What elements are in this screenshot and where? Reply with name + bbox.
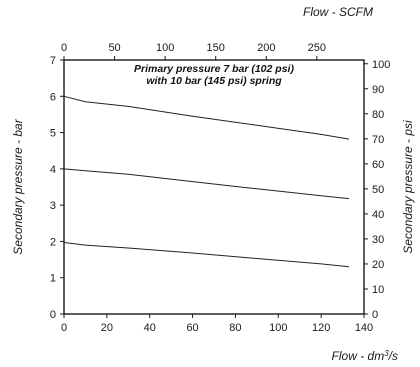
x-top-tick-label: 150: [207, 42, 225, 54]
x-bottom-tick-label: 80: [229, 322, 241, 334]
x-bottom-tick-label: 40: [144, 322, 156, 334]
series-line: [63, 95, 350, 140]
x-top-tick-label: 50: [108, 42, 120, 54]
x-axis-bottom-label-base: Flow - dm: [332, 349, 385, 363]
y-right-tick-label: 80: [372, 109, 384, 121]
y-right-tick-label: 100: [372, 59, 390, 71]
top-x-axis: 0 50 100 150 200 250: [61, 42, 326, 60]
series-layer: [63, 95, 350, 268]
y-left-tick-label: 2: [50, 236, 56, 248]
chart-annotation-line-2: with 10 bar (145 psi) spring: [146, 75, 282, 87]
y-right-tick-label: 0: [372, 309, 378, 321]
x-axis-bottom-label-end: /s: [388, 349, 398, 363]
y-left-tick-label: 6: [50, 91, 56, 103]
x-bottom-tick-label: 20: [101, 322, 113, 334]
y-axis-right-label: Secondary pressure - psi: [401, 120, 415, 254]
y-left-tick-label: 7: [50, 55, 56, 67]
x-top-tick-label: 200: [257, 42, 275, 54]
y-right-tick-label: 70: [372, 134, 384, 146]
y-axis-left-label: Secondary pressure - bar: [11, 118, 25, 254]
x-top-tick-label: 0: [61, 42, 67, 54]
x-bottom-tick-label: 140: [355, 322, 373, 334]
y-right-tick-label: 30: [372, 234, 384, 246]
y-right-tick-label: 60: [372, 159, 384, 171]
series-line: [63, 168, 350, 200]
x-bottom-tick-label: 60: [186, 322, 198, 334]
x-axis-bottom-label-superscript: 3: [384, 349, 389, 358]
y-right-tick-label: 20: [372, 259, 384, 271]
x-top-tick-label: 250: [308, 42, 326, 54]
y-left-tick-label: 4: [50, 164, 56, 176]
y-right-tick-label: 10: [372, 284, 384, 296]
x-bottom-tick-label: 120: [312, 322, 330, 334]
y-left-tick-label: 5: [50, 128, 56, 140]
x-axis-top-label: Flow - SCFM: [303, 5, 373, 19]
y-right-tick-label: 90: [372, 84, 384, 96]
bottom-x-axis: 0 20 40 60 80 100 120 140: [61, 314, 373, 334]
y-left-tick-label: 1: [50, 273, 56, 285]
plot-area-frame: [63, 59, 365, 315]
chart-annotation-line-1: Primary pressure 7 bar (102 psi): [134, 63, 294, 75]
x-bottom-tick-label: 0: [61, 322, 67, 334]
x-bottom-tick-label: 100: [269, 322, 287, 334]
y-right-tick-label: 40: [372, 209, 384, 221]
series-line: [63, 242, 350, 268]
right-y-axis: 0 10 20 30 40 50 60 70 80 90 100: [364, 59, 390, 321]
y-right-tick-label: 50: [372, 184, 384, 196]
left-y-axis: 0 1 2 3 4 5 6 7: [50, 55, 64, 321]
x-top-tick-label: 100: [156, 42, 174, 54]
y-left-tick-label: 3: [50, 200, 56, 212]
x-axis-bottom-label: Flow - dm3/s: [332, 349, 398, 363]
y-left-tick-label: 0: [50, 309, 56, 321]
